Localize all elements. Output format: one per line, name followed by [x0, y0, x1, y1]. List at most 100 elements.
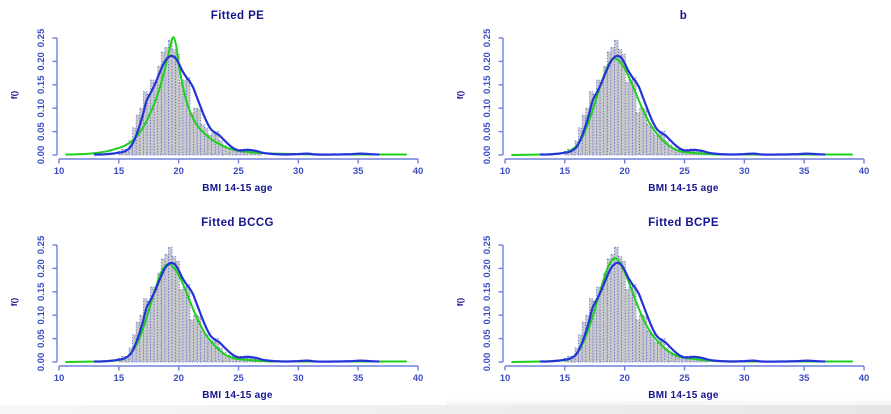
histogram-bar	[642, 315, 648, 363]
x-tick-label: 35	[799, 373, 810, 384]
histogram-bar	[571, 150, 576, 156]
density-curve	[93, 261, 380, 363]
histogram-bar	[182, 286, 187, 363]
x-tick-label: 30	[739, 166, 750, 177]
panel-title: Fitted PE	[210, 10, 265, 22]
x-tick-label: 10	[500, 166, 511, 177]
y-tick-label: 0.15	[36, 282, 47, 301]
panel-title: b	[679, 10, 688, 22]
y-tick-label: 0.00	[36, 146, 47, 165]
histogram-bar	[175, 54, 180, 156]
histogram-bar	[178, 82, 184, 156]
histogram-bar	[164, 254, 169, 363]
histogram-bar	[646, 331, 651, 363]
histogram-bar	[603, 272, 608, 363]
histogram-bar	[211, 340, 216, 363]
histogram-bar	[200, 331, 205, 363]
panel-fitted-bcpe: Fitted BCPE f() 10 15 20 25 30 35 40 0.00 0.05 0.…	[446, 207, 891, 414]
plot-canvas-b: 10 15 20 25 30 35 40 0.00 0.05 0.10 0.15 0.20 0.25	[482, 28, 870, 177]
x-tick-label: 20	[619, 166, 630, 177]
histogram-bar	[592, 300, 597, 363]
y-tick-label: 0.20	[36, 52, 47, 71]
x-tick-label: 15	[560, 166, 571, 177]
histogram-bar	[153, 82, 159, 156]
histogram-bar	[257, 152, 263, 156]
y-tick-label: 0.05	[36, 329, 47, 348]
x-tick-label: 25	[233, 166, 244, 177]
histogram-bar	[193, 107, 198, 156]
histogram-bar	[646, 124, 651, 156]
y-tick-label: 0.20	[482, 259, 493, 278]
x-tick-label: 40	[413, 373, 424, 384]
y-tick-label: 0.00	[482, 146, 493, 165]
histogram-bar	[146, 300, 151, 363]
histogram-bar	[125, 150, 130, 156]
histogram-bar	[592, 93, 597, 156]
histogram-bar	[178, 289, 184, 363]
window-bottom-edge	[0, 405, 891, 414]
histogram-bar	[599, 82, 605, 156]
histogram-bar	[207, 134, 212, 156]
histogram-bar	[614, 39, 619, 156]
histogram-bar	[657, 340, 662, 363]
fitted-curve	[65, 36, 407, 156]
histogram-bar	[175, 261, 180, 363]
histogram-bar	[657, 133, 662, 156]
histogram-bar	[628, 79, 633, 156]
y-tick-label: 0.25	[482, 235, 493, 254]
histogram-bar	[603, 65, 608, 156]
plot-canvas-fitted-bccg: 10 15 20 25 30 35 40 0.00 0.05 0.10 0.15 0.20 0.25	[36, 235, 424, 384]
x-axis-label: BMI 14-15 age	[648, 183, 719, 194]
histogram-bar	[189, 112, 194, 156]
y-tick-label: 0.05	[36, 122, 47, 141]
histogram-bar	[193, 314, 198, 363]
fitted-curve	[65, 263, 407, 363]
x-tick-label: 40	[859, 166, 870, 177]
x-tick-label: 30	[739, 373, 750, 384]
x-tick-label: 25	[679, 373, 690, 384]
histogram-bar	[157, 65, 162, 156]
y-tick-label: 0.10	[36, 306, 47, 325]
x-tick-label: 15	[114, 166, 125, 177]
histogram-bar	[667, 145, 673, 156]
histogram-bar	[200, 124, 205, 156]
density-curve	[539, 54, 826, 156]
histogram-bar	[631, 77, 637, 156]
x-tick-label: 15	[560, 373, 571, 384]
y-tick-label: 0.10	[482, 306, 493, 325]
histogram-bar	[171, 49, 177, 156]
histogram-bar	[203, 127, 209, 156]
y-tick-label: 0.15	[482, 282, 493, 301]
histogram-bar	[664, 347, 669, 363]
fitted-curve	[511, 257, 853, 363]
histogram-bar	[624, 82, 630, 156]
x-tick-label: 25	[679, 166, 690, 177]
panel-fitted-pe: Fitted PE f() 10 15 20 25 30 35 40 0.00 0.05 0.10…	[0, 0, 445, 207]
histogram-bar	[189, 319, 194, 363]
histogram-bar	[639, 107, 644, 156]
x-tick-label: 20	[173, 373, 184, 384]
x-tick-label: 40	[859, 373, 870, 384]
y-tick-label: 0.25	[36, 28, 47, 47]
density-curve	[93, 54, 380, 156]
histogram-bar	[610, 47, 615, 156]
y-tick-label: 0.25	[482, 28, 493, 47]
histogram-bar	[164, 47, 169, 156]
histogram-bar	[153, 289, 159, 363]
y-tick-label: 0.00	[36, 353, 47, 372]
histogram-bar	[218, 347, 223, 363]
histogram-bar	[642, 108, 648, 156]
histogram-bar	[667, 352, 673, 363]
histogram-bar	[211, 133, 216, 156]
panel-b: b f() 10 15 20 25 30 35 40 0.00 0.05 0.10 0.15 0.20…	[446, 0, 891, 207]
x-tick-label: 35	[799, 166, 810, 177]
histogram-bar	[614, 246, 619, 363]
histogram-bar	[617, 256, 623, 363]
y-tick-label: 0.00	[482, 353, 493, 372]
histogram-bar	[664, 140, 669, 156]
plot-canvas-fitted-bcpe: 10 15 20 25 30 35 40 0.00 0.05 0.10 0.15 0.20 0.25	[482, 235, 870, 384]
histogram-bar	[171, 256, 177, 363]
fitted-curve	[511, 57, 853, 156]
histogram-bar	[628, 286, 633, 363]
x-tick-label: 30	[293, 166, 304, 177]
